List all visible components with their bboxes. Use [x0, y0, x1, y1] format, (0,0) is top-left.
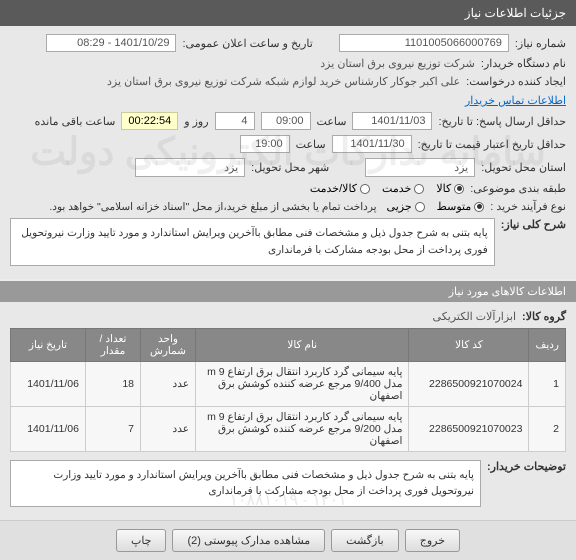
announce-value: 1401/10/29 - 08:29: [77, 37, 169, 49]
deadline-time: 09:00: [276, 115, 304, 127]
goods-table: ردیفکد کالانام کالاواحد شمارشتعداد / مقد…: [10, 328, 566, 452]
table-header: واحد شمارش: [141, 328, 196, 361]
table-header: تاریخ نیاز: [11, 328, 86, 361]
page-header: جزئیات اطلاعات نیاز: [0, 0, 576, 26]
radio-icon: [474, 202, 484, 212]
attachments-button[interactable]: مشاهده مدارک پیوستی (2): [172, 529, 325, 552]
buyer-org-value: شرکت توزیع نیروی برق استان یزد: [320, 57, 475, 70]
radio-icon: [454, 184, 464, 194]
goods-panel: ۱۴۰۱ - ۱۰۸۸۱۰۱۹ گروه کالا: ابزارآلات الک…: [0, 302, 576, 521]
goods-section-header: اطلاعات کالاهای مورد نیاز: [0, 281, 576, 302]
announce-label: تاریخ و ساعت اعلان عمومی:: [182, 37, 312, 50]
table-cell: 2286500921070023: [409, 406, 529, 451]
info-panel: سامانه تدارکات الکترونیکی دولت شماره نیا…: [0, 26, 576, 279]
goods-section-title: اطلاعات کالاهای مورد نیاز: [449, 286, 566, 298]
city-value: یزد: [224, 161, 238, 174]
radio-label: جزیی: [387, 200, 412, 213]
table-cell: 2: [529, 406, 566, 451]
need-no-label: شماره نیاز:: [515, 37, 566, 50]
time-label-1: ساعت: [317, 115, 347, 128]
process-label: نوع فرآیند خرید :: [490, 200, 566, 213]
requester-value: علی اکبر جوکار کارشناس خرید لوازم شبکه ش…: [107, 75, 460, 88]
table-cell: پایه سیمانی گرد کاربرد انتقال برق ارتفاع…: [196, 361, 409, 406]
city-label: شهر محل تحویل:: [251, 161, 329, 174]
province-label: استان محل تحویل:: [481, 161, 566, 174]
table-header: کد کالا: [409, 328, 529, 361]
validity-date: 1401/11/30: [350, 138, 404, 150]
table-header: نام کالا: [196, 328, 409, 361]
days-label: روز و: [184, 115, 208, 128]
radio-icon: [415, 202, 425, 212]
group-label: گروه کالا:: [522, 310, 566, 323]
table-header: تعداد / مقدار: [86, 328, 141, 361]
radio-icon: [360, 184, 370, 194]
process-option[interactable]: جزیی: [387, 200, 425, 213]
contact-link[interactable]: اطلاعات تماس خریدار: [465, 94, 566, 107]
summary-label: شرح کلی نیاز:: [501, 218, 566, 231]
process-radios: متوسط جزیی: [387, 200, 485, 213]
table-header: ردیف: [529, 328, 566, 361]
table-cell: 1: [529, 361, 566, 406]
deadline-date: 1401/11/03: [371, 115, 425, 127]
days-value: 4: [241, 115, 247, 127]
table-cell: 7: [86, 406, 141, 451]
table-cell: عدد: [141, 406, 196, 451]
subject-class-option[interactable]: کالا: [436, 182, 464, 195]
process-note: پرداخت تمام یا بخشی از مبلغ خرید،از محل …: [49, 201, 376, 213]
requester-label: ایجاد کننده درخواست:: [466, 75, 566, 88]
need-no-value: 1101005066000769: [405, 37, 502, 49]
table-cell: 1401/11/06: [11, 361, 86, 406]
subject-class-label: طبقه بندی موضوعی:: [470, 182, 566, 195]
buyer-notes-box: پایه بتنی به شرح جدول ذیل و مشخصات فنی م…: [10, 460, 481, 508]
back-button[interactable]: بازگشت: [331, 529, 399, 552]
subject-class-option[interactable]: خدمت: [382, 182, 424, 195]
subject-class-radios: کالا خدمت کالا/خدمت: [310, 182, 464, 195]
radio-label: متوسط: [437, 200, 472, 213]
table-cell: 18: [86, 361, 141, 406]
subject-class-option[interactable]: کالا/خدمت: [310, 182, 370, 195]
table-cell: عدد: [141, 361, 196, 406]
page-title: جزئیات اطلاعات نیاز: [465, 6, 566, 20]
table-row: 12286500921070024پایه سیمانی گرد کاربرد …: [11, 361, 566, 406]
remain-label: ساعت باقی مانده: [35, 115, 116, 128]
table-cell: 2286500921070024: [409, 361, 529, 406]
process-option[interactable]: متوسط: [437, 200, 485, 213]
exit-button[interactable]: خروج: [405, 529, 460, 552]
radio-label: کالا: [436, 182, 451, 195]
buyer-org-label: نام دستگاه خریدار:: [481, 57, 566, 70]
table-row: 22286500921070023پایه سیمانی گرد کاربرد …: [11, 406, 566, 451]
radio-icon: [414, 184, 424, 194]
time-label-2: ساعت: [296, 138, 326, 151]
deadline-label: حداقل ارسال پاسخ: تا تاریخ:: [438, 115, 566, 128]
print-button[interactable]: چاپ: [116, 529, 167, 552]
countdown-timer: 00:22:54: [121, 112, 178, 130]
table-cell: 1401/11/06: [11, 406, 86, 451]
buyer-notes-label: توضیحات خریدار:: [487, 460, 566, 473]
radio-label: خدمت: [382, 182, 411, 195]
province-value: یزد: [454, 161, 468, 174]
radio-label: کالا/خدمت: [310, 182, 357, 195]
validity-label: حداقل تاریخ اعتبار قیمت تا تاریخ:: [418, 138, 566, 151]
group-value: ابزارآلات الکتریکی: [433, 310, 516, 323]
validity-time: 19:00: [255, 138, 283, 150]
summary-box: پایه بتنی به شرح جدول ذیل و مشخصات فنی م…: [10, 218, 495, 266]
button-bar: خروج بازگشت مشاهده مدارک پیوستی (2) چاپ: [0, 520, 576, 560]
table-cell: پایه سیمانی گرد کاربرد انتقال برق ارتفاع…: [196, 406, 409, 451]
